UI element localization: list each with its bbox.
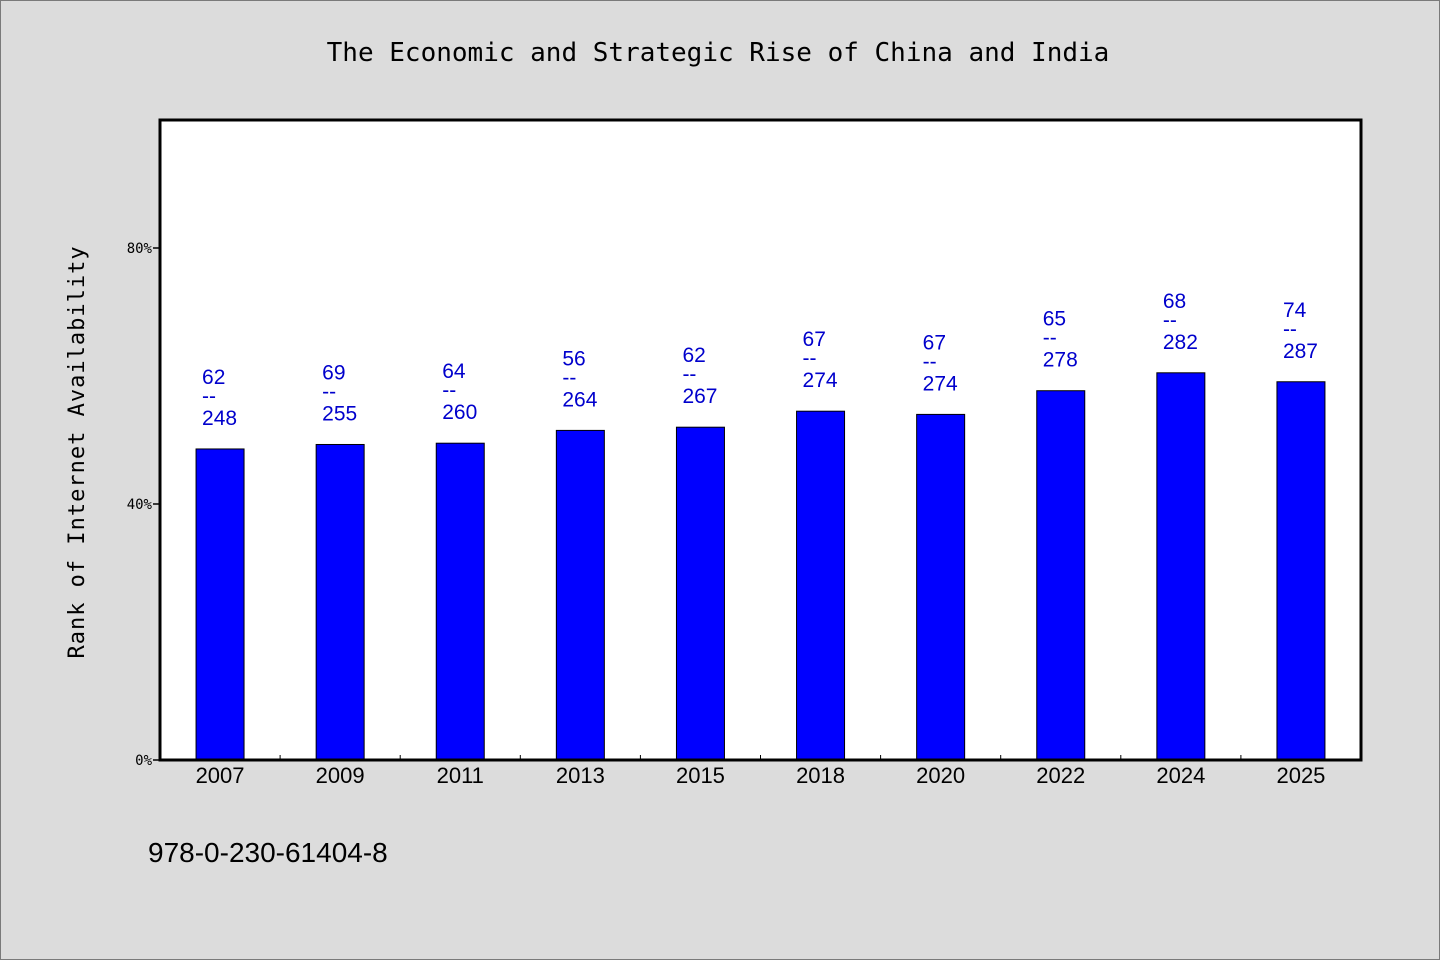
data-label: 69--255: [322, 361, 357, 425]
data-label-top: 67: [923, 331, 946, 354]
x-axis-ticks: 2007 2009 2011 2013 2015 2018 2020 2022 2024 2025: [196, 755, 1325, 788]
data-label: 62--267: [682, 344, 717, 408]
data-label-top: 67: [803, 328, 826, 351]
data-label: 67--274: [803, 328, 838, 392]
data-label: 62--248: [202, 366, 237, 430]
x-tick-label: 2013: [556, 763, 605, 788]
data-label-bottom: 278: [1043, 349, 1078, 372]
y-tick-label: 80%: [127, 241, 153, 257]
data-label-separator: --: [322, 380, 336, 403]
data-label-top: 69: [322, 361, 345, 384]
data-label: 68--282: [1163, 290, 1198, 354]
x-tick-label: 2009: [316, 763, 365, 788]
data-label-separator: --: [442, 379, 456, 402]
y-axis-label: Rank of Internet Availability: [65, 245, 90, 658]
bar: [555, 429, 605, 761]
data-label-top: 62: [682, 344, 705, 367]
data-labels: 62--24869--25564--26056--26462--26767--2…: [202, 290, 1318, 430]
x-tick-label: 2018: [796, 763, 845, 788]
data-label-top: 68: [1163, 290, 1186, 313]
data-label: 65--278: [1043, 308, 1078, 372]
bar: [1276, 381, 1326, 761]
data-label-bottom: 282: [1163, 331, 1198, 354]
data-label-bottom: 287: [1283, 340, 1318, 363]
data-label: 56--264: [562, 347, 597, 411]
x-tick-label: 2025: [1276, 763, 1325, 788]
data-label-separator: --: [923, 350, 937, 373]
data-label-separator: --: [562, 366, 576, 389]
data-label-bottom: 248: [202, 407, 237, 430]
data-label-bottom: 260: [442, 401, 477, 424]
data-label-top: 64: [442, 360, 466, 383]
data-label-top: 62: [202, 366, 225, 389]
bar: [1036, 390, 1086, 761]
x-tick-label: 2024: [1156, 763, 1205, 788]
y-tick-label: 0%: [135, 753, 152, 769]
data-label-separator: --: [1283, 318, 1297, 341]
x-tick-label: 2022: [1036, 763, 1085, 788]
bar: [675, 426, 725, 761]
bar: [796, 410, 846, 761]
data-label-bottom: 274: [923, 372, 958, 395]
data-label: 74--287: [1283, 299, 1318, 363]
data-label-top: 74: [1283, 299, 1307, 322]
isbn-footer: 978-0-230-61404-8: [148, 837, 388, 868]
bar: [195, 448, 245, 761]
x-tick-label: 2007: [196, 763, 245, 788]
plot-border: [158, 118, 1363, 762]
bars: [195, 372, 1326, 761]
data-label-bottom: 274: [803, 369, 838, 392]
data-label-top: 56: [562, 347, 585, 370]
y-tick-label: 40%: [127, 497, 153, 513]
x-tick-label: 2020: [916, 763, 965, 788]
bar: [916, 413, 966, 761]
data-label: 64--260: [442, 360, 477, 424]
bar: [1156, 372, 1206, 761]
data-label-bottom: 267: [682, 385, 717, 408]
data-label-separator: --: [1163, 309, 1177, 332]
data-label-bottom: 255: [322, 402, 357, 425]
data-label-separator: --: [803, 347, 817, 370]
bar: [315, 443, 365, 761]
data-label-separator: --: [682, 363, 696, 386]
x-tick-label: 2015: [676, 763, 725, 788]
chart-title: The Economic and Strategic Rise of China…: [327, 38, 1110, 68]
data-label-separator: --: [202, 385, 216, 408]
data-label-bottom: 264: [562, 388, 597, 411]
y-axis-ticks: 0% 40% 80%: [127, 241, 160, 769]
data-label-separator: --: [1043, 327, 1057, 350]
bar: [435, 442, 485, 761]
data-label: 67--274: [923, 331, 958, 395]
data-label-top: 65: [1043, 308, 1066, 331]
x-tick-label: 2011: [437, 763, 484, 788]
